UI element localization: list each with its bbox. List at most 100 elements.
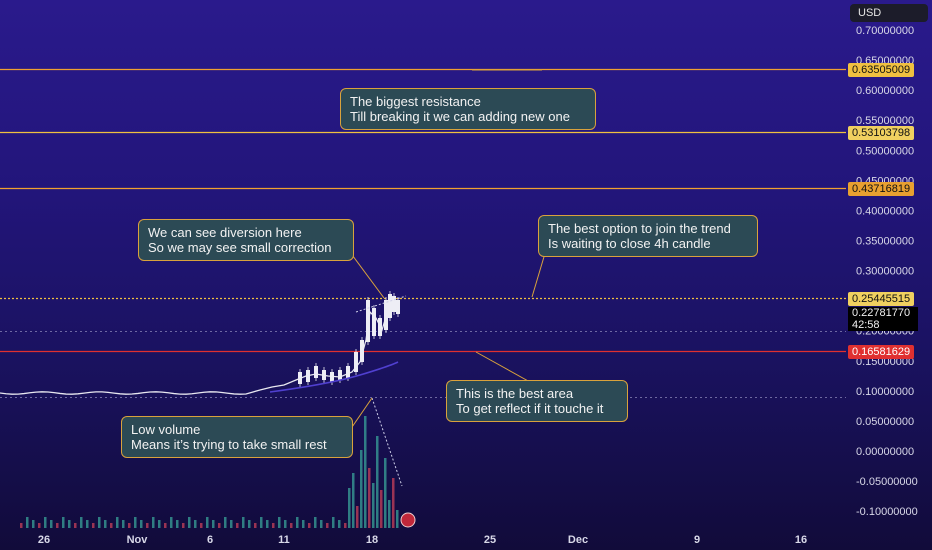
annotation-line: So we may see small correction xyxy=(148,240,332,255)
volume-bar xyxy=(242,517,245,528)
volume-bar xyxy=(188,517,191,528)
volume-bar xyxy=(134,517,137,528)
volume-bar xyxy=(278,517,281,528)
annotation-line: The biggest resistance xyxy=(350,94,481,109)
candle-body xyxy=(338,370,342,380)
volume-bar xyxy=(296,517,299,528)
y-tick-label: 0.15000000 xyxy=(856,356,914,368)
volume-bar xyxy=(122,520,125,528)
volume-bar xyxy=(152,517,155,528)
volume-bar xyxy=(176,520,179,528)
y-tick-label: -0.10000000 xyxy=(856,506,918,518)
volume-bar xyxy=(376,436,379,528)
annotation-line: To get reflect if it touche it xyxy=(456,401,604,416)
annotation-line: Is waiting to close 4h candle xyxy=(548,236,711,251)
volume-bar xyxy=(272,523,275,528)
volume-bar xyxy=(92,523,95,528)
y-tick-label: 0.05000000 xyxy=(856,416,914,428)
level-price-badge: 0.63505009 xyxy=(848,62,915,77)
current-price-value: 0.22781770 xyxy=(852,307,911,319)
volume-bar xyxy=(260,517,263,528)
y-tick-label: 0.35000000 xyxy=(856,236,914,248)
x-tick-label: 6 xyxy=(207,534,213,546)
annotation-line: The best option to join the trend xyxy=(548,221,731,236)
volume-bar xyxy=(62,517,65,528)
x-tick-label: 18 xyxy=(366,534,378,546)
x-tick-label: Nov xyxy=(127,534,149,546)
x-tick-label: 25 xyxy=(484,534,496,546)
candle-body xyxy=(298,372,302,384)
volume-bar xyxy=(224,517,227,528)
annotation-resistance[interactable]: The biggest resistance Till breaking it … xyxy=(340,88,596,130)
volume-bar xyxy=(194,520,197,528)
annotation-best-area[interactable]: This is the best area To get reflect if … xyxy=(446,380,628,422)
level-price-badge: 0.53103798 xyxy=(848,125,915,140)
candle-body xyxy=(396,300,400,314)
x-tick-label: 9 xyxy=(694,534,700,546)
volume-bar xyxy=(50,520,53,528)
volume-bar xyxy=(302,520,305,528)
volume-bar xyxy=(326,523,329,528)
annotation-divergence[interactable]: We can see diversion here So we may see … xyxy=(138,219,354,261)
price-divergence-line xyxy=(355,295,407,313)
volume-bar xyxy=(116,517,119,528)
volume-bar xyxy=(332,517,335,528)
volume-bar xyxy=(372,483,375,528)
candle-body xyxy=(354,352,358,372)
volume-bar xyxy=(392,478,395,528)
volume-bar xyxy=(44,517,47,528)
volume-bar xyxy=(98,517,101,528)
volume-bar xyxy=(200,523,203,528)
volume-bar xyxy=(206,517,209,528)
volume-bar xyxy=(164,523,167,528)
candle-body xyxy=(314,366,318,378)
volume-bar xyxy=(80,517,83,528)
volume-bar xyxy=(248,520,251,528)
annotation-join-trend[interactable]: The best option to join the trend Is wai… xyxy=(538,215,758,257)
volume-bar xyxy=(104,520,107,528)
annotation-low-volume[interactable]: Low volume Means it’s trying to take sma… xyxy=(121,416,353,458)
volume-bar xyxy=(170,517,173,528)
volume-bar xyxy=(396,510,399,528)
volume-bar xyxy=(32,520,35,528)
annotation-line: Means it’s trying to take small rest xyxy=(131,437,327,452)
volume-bar xyxy=(348,488,351,528)
y-tick-label: 0.30000000 xyxy=(856,266,914,278)
volume-bar xyxy=(320,520,323,528)
y-tick-label: 0.40000000 xyxy=(856,205,914,217)
volume-bar xyxy=(384,458,387,528)
candle-body xyxy=(392,296,396,312)
y-tick-label: 0.60000000 xyxy=(856,85,914,97)
volume-bar xyxy=(314,517,317,528)
level-price-badge: 0.25445515 xyxy=(848,291,915,306)
y-tick-label: -0.05000000 xyxy=(856,476,918,488)
current-price-badge: 0.22781770 42:58 xyxy=(848,307,918,331)
level-price-badge: 0.43716819 xyxy=(848,181,915,196)
candle-body xyxy=(384,300,388,330)
moving-average-line xyxy=(269,361,399,393)
volume-bar xyxy=(218,523,221,528)
candle-body xyxy=(366,300,370,342)
volume-bar xyxy=(20,523,23,528)
candle-body xyxy=(322,370,326,380)
volume-bar xyxy=(368,468,371,528)
currency-selector[interactable]: USD xyxy=(850,4,928,22)
volume-bar xyxy=(364,416,367,528)
annotation-line: Till breaking it we can adding new one xyxy=(350,109,570,124)
volume-divergence-line xyxy=(371,397,403,487)
callout-pointer xyxy=(349,397,373,431)
event-marker-icon xyxy=(400,512,416,528)
volume-bar xyxy=(230,520,233,528)
volume-bar xyxy=(344,523,347,528)
volume-bar xyxy=(254,523,257,528)
volume-bar xyxy=(266,520,269,528)
volume-bar xyxy=(360,450,363,528)
candle-body xyxy=(372,308,376,336)
y-tick-label: 0.50000000 xyxy=(856,145,914,157)
volume-bar xyxy=(38,523,41,528)
volume-bar xyxy=(352,473,355,528)
y-tick-label: 0.70000000 xyxy=(856,25,914,37)
annotation-line: This is the best area xyxy=(456,386,574,401)
